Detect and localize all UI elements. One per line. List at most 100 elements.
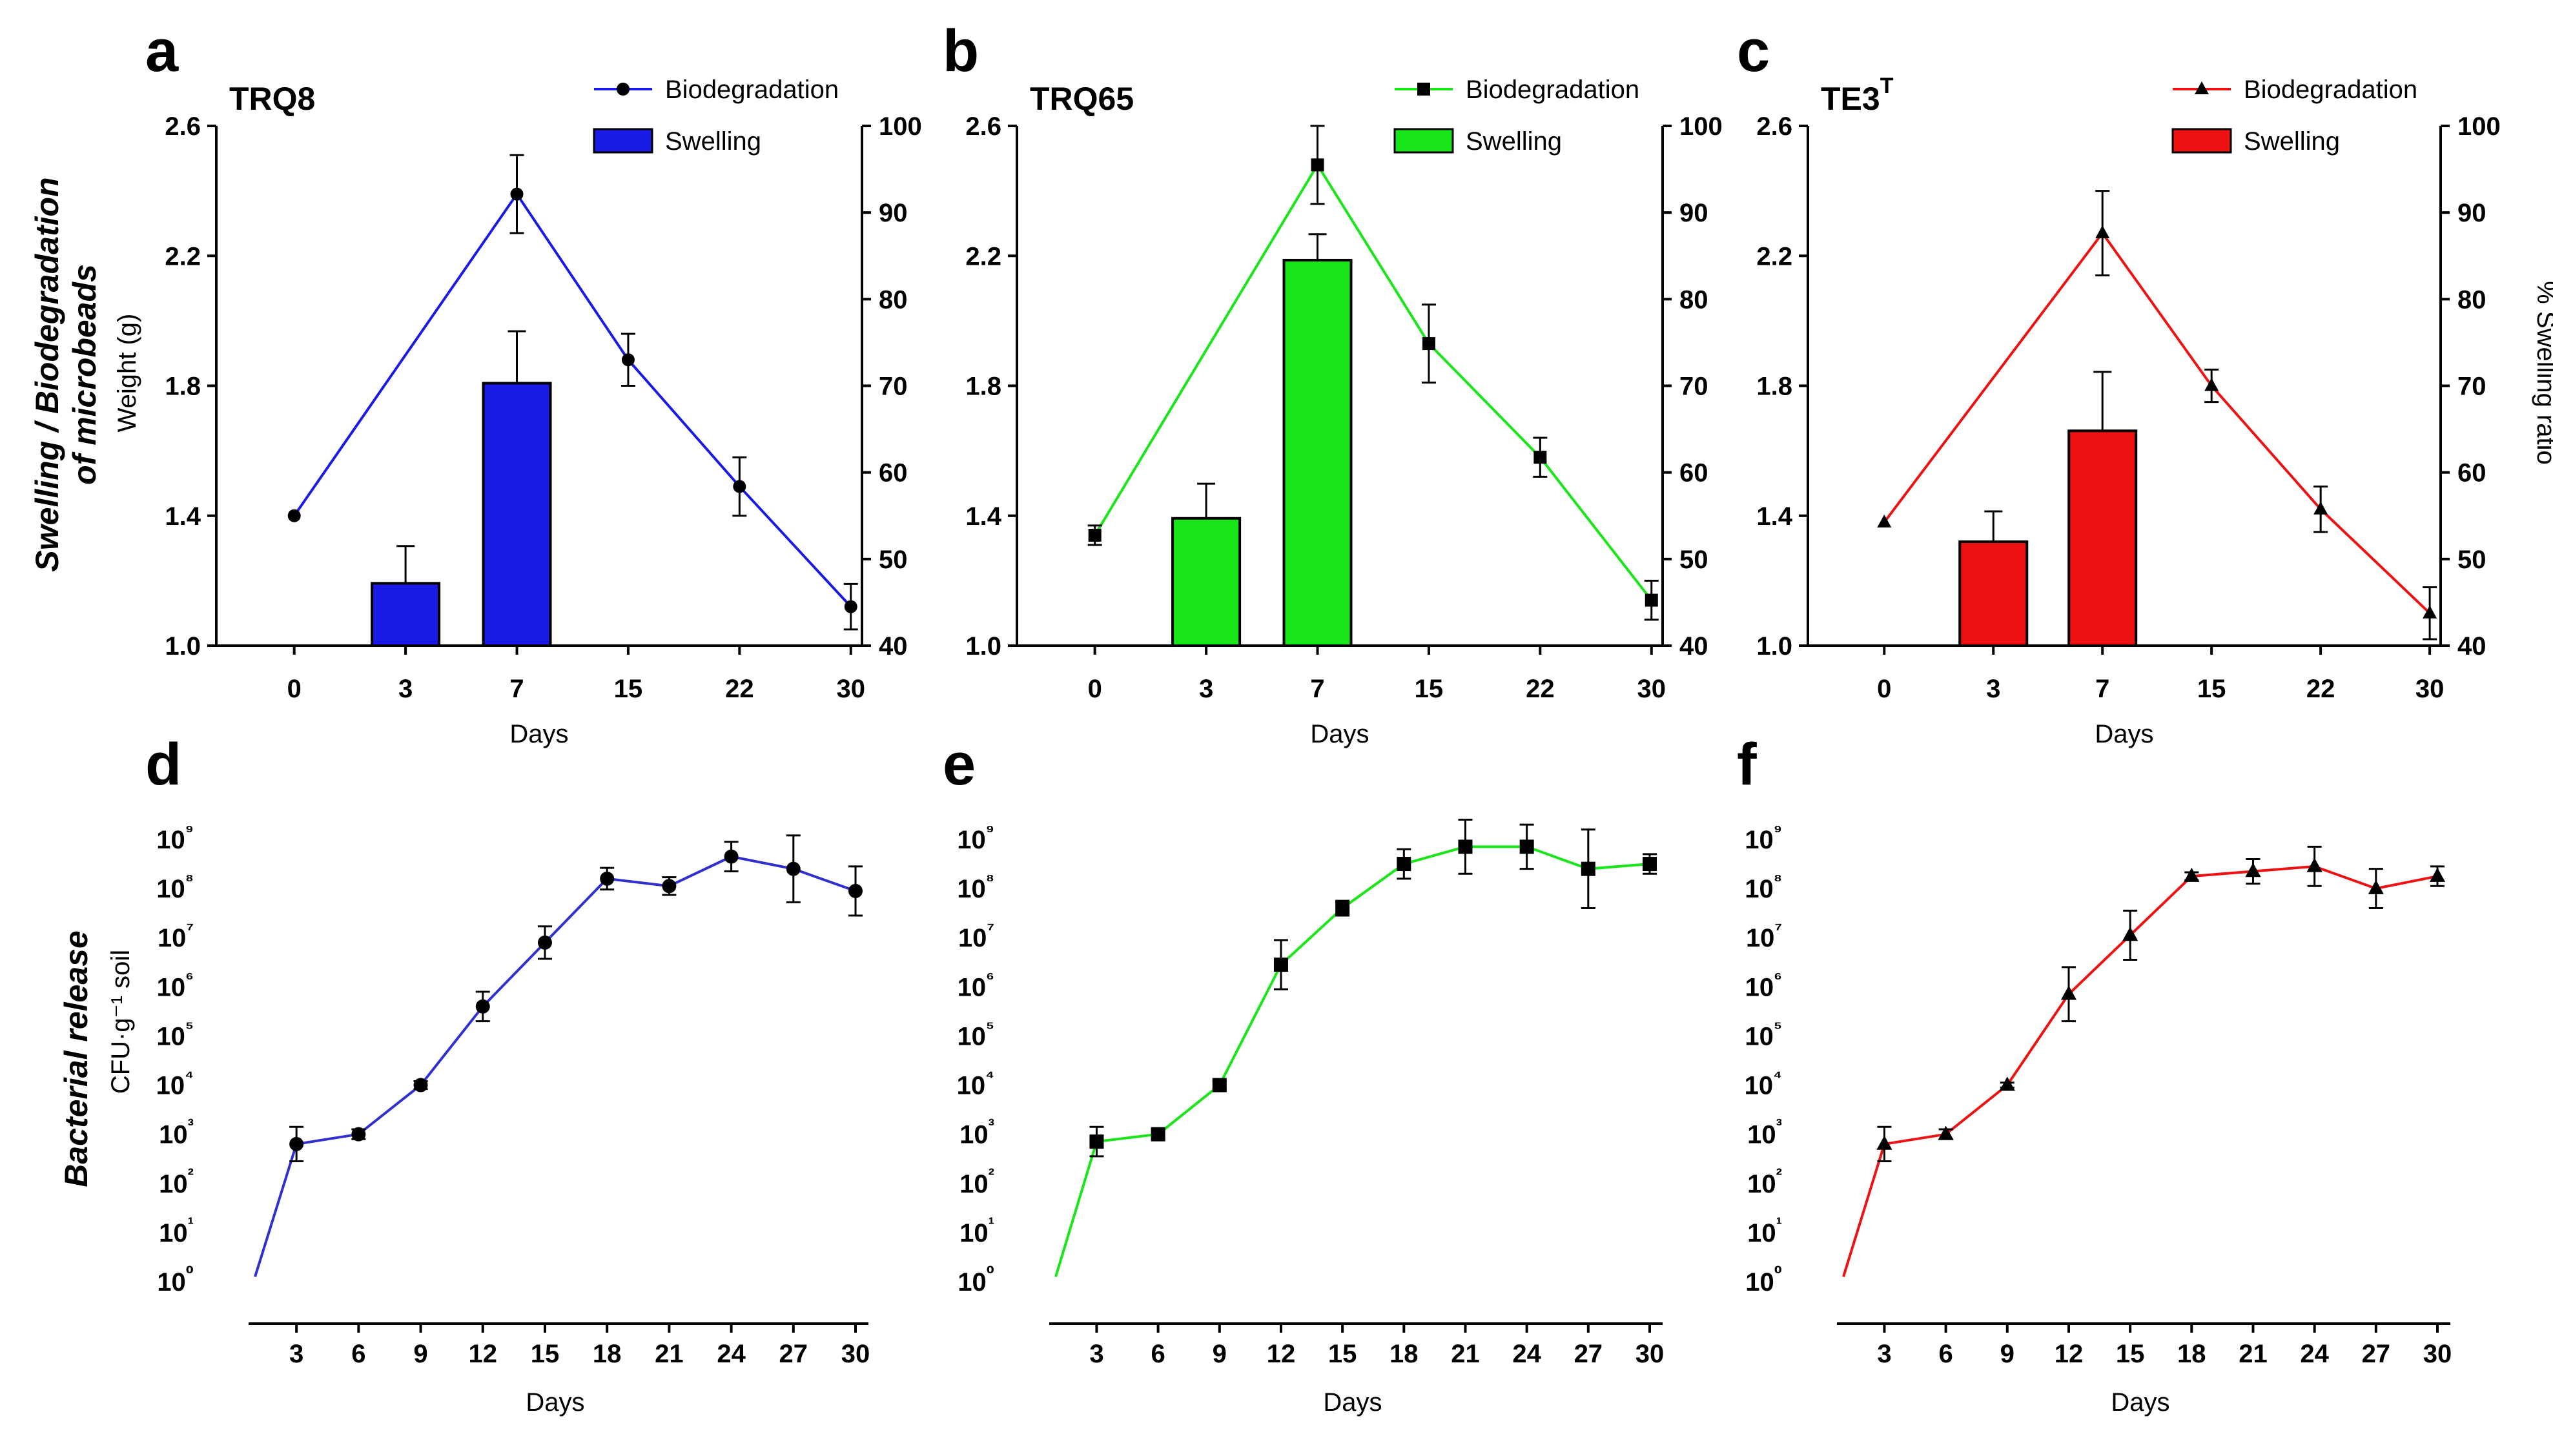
right-tick-label: 90 — [879, 199, 908, 227]
swelling-bar — [1282, 258, 1353, 648]
panel-title: TE3T — [1821, 74, 1894, 117]
legend-bar-swatch — [593, 128, 653, 154]
legend-bar-swatch — [2171, 128, 2232, 154]
y-tick-exponent: ⁸ — [1774, 870, 1782, 890]
x-axis-title: Days — [1323, 1388, 1382, 1417]
y-tick-exponent: ⁸ — [986, 870, 994, 890]
cfu-point — [1212, 1078, 1227, 1092]
legend-label-biodegradation: Biodegradation — [665, 76, 839, 104]
y-tick-label: 10⁷ — [158, 919, 194, 952]
x-tick-label: 27 — [1574, 1340, 1603, 1368]
cfu-line — [1054, 845, 1650, 1277]
panel-title: TRQ8 — [229, 81, 315, 117]
right-tick-label: 100 — [2457, 112, 2501, 141]
y-tick-label: 10⁷ — [1746, 919, 1782, 952]
x-tick-label: 30 — [837, 675, 866, 703]
y-tick-label: 10⁰ — [958, 1263, 994, 1297]
y-tick-exponent: ⁹ — [986, 821, 994, 841]
cfu-point — [475, 999, 490, 1014]
y-tick-exponent: ⁵ — [986, 1017, 994, 1037]
y-tick-label: 10⁰ — [157, 1263, 194, 1297]
biodegradation-point — [1533, 451, 1547, 464]
y-tick-exponent: ³ — [989, 1116, 994, 1136]
biodegradation-point — [287, 509, 301, 522]
x-tick-label: 15 — [2197, 675, 2226, 703]
x-tick-label: 24 — [717, 1340, 746, 1368]
x-tick-label: 30 — [2423, 1340, 2452, 1368]
left-tick-label: 1.0 — [1756, 632, 1792, 661]
legend-label-biodegradation: Biodegradation — [2244, 76, 2417, 104]
x-tick-label: 30 — [1637, 675, 1666, 703]
y-tick-exponent: ⁶ — [1774, 968, 1782, 988]
right-tick-label: 90 — [2457, 199, 2486, 227]
right-tick-label: 70 — [879, 373, 908, 401]
right-tick-label: 70 — [2457, 373, 2486, 401]
left-tick-label: 1.8 — [965, 373, 1001, 401]
x-tick-label: 6 — [1151, 1340, 1165, 1368]
left-tick-label: 1.8 — [165, 373, 201, 401]
cfu-point — [2306, 857, 2322, 872]
cfu-point — [1519, 839, 1534, 854]
x-tick-label: 24 — [2300, 1340, 2329, 1368]
x-tick-label: 3 — [289, 1340, 303, 1368]
left-tick-label: 1.8 — [1756, 373, 1792, 401]
y-tick-exponent: ⁸ — [185, 870, 194, 890]
x-tick-label: 3 — [1089, 1340, 1103, 1368]
cfu-point — [1458, 839, 1473, 854]
y-tick-exponent: ⁶ — [185, 968, 194, 988]
cfu-point — [1938, 1125, 1954, 1140]
biodegradation-point — [621, 353, 635, 367]
right-tick-label: 80 — [2457, 285, 2486, 314]
y-tick-label: 10² — [959, 1165, 994, 1198]
y-tick-exponent: ⁴ — [1773, 1067, 1782, 1087]
left-tick-label: 1.0 — [165, 632, 201, 661]
panel-f: f 10⁰ 10¹ 10² 10³ 10⁴ 10⁵ 10⁶ 10⁷ 10⁸ 10⁹ 3 6 9 12 15 18… — [1737, 732, 2452, 1417]
x-tick-label: 7 — [1310, 675, 1324, 703]
cfu-point — [289, 1136, 304, 1151]
swelling-bar — [482, 382, 552, 647]
cfu-point — [2245, 863, 2261, 877]
right-tick-label: 40 — [2457, 632, 2486, 661]
x-tick-label: 15 — [614, 675, 643, 703]
x-tick-label: 24 — [1512, 1340, 1541, 1368]
cfu-point — [413, 1078, 428, 1092]
biodegradation-point — [1311, 158, 1324, 172]
cfu-point — [351, 1127, 366, 1142]
y-tick-exponent: ² — [989, 1165, 994, 1185]
cfu-point — [1397, 857, 1411, 872]
x-tick-label: 9 — [1213, 1340, 1227, 1368]
y-tick-label: 10⁴ — [957, 1067, 994, 1100]
legend-line-marker — [1417, 83, 1430, 96]
x-axis-title: Days — [2111, 1388, 2169, 1417]
x-tick-label: 7 — [2095, 675, 2109, 703]
panel-letter: a — [145, 18, 179, 84]
x-tick-label: 22 — [2306, 675, 2335, 703]
right-tick-label: 80 — [1679, 285, 1708, 314]
cfu-point — [1151, 1127, 1165, 1142]
right-tick-label: 80 — [879, 285, 908, 314]
biodegradation-line — [293, 192, 852, 608]
right-tick-label: 50 — [1679, 546, 1708, 574]
cfu-point — [2184, 867, 2200, 882]
y-tick-label: 10⁵ — [1745, 1017, 1782, 1051]
cfu-point — [1876, 1135, 1892, 1150]
biodegradation-point — [1645, 593, 1658, 607]
panel-letter: b — [943, 18, 979, 84]
panel-title: TRQ65 — [1030, 81, 1134, 117]
x-tick-label: 12 — [469, 1340, 498, 1368]
y-tick-label: 10⁶ — [958, 968, 994, 1001]
x-tick-label: 12 — [2055, 1340, 2084, 1368]
legend-bar-swatch — [1393, 128, 1454, 154]
legend-line-marker — [617, 83, 630, 96]
cfu-point — [1273, 958, 1288, 972]
x-tick-label: 18 — [2177, 1340, 2206, 1368]
biodegradation-point — [510, 187, 524, 201]
panel-d: d 10⁰ 10¹ 10² 10³ 10⁴ 10⁵ 10⁶ 10⁷ 10⁸ 10⁹ 3 6 9 12 15 18… — [107, 732, 870, 1417]
y-axis-title: CFU·g⁻¹ soil — [107, 950, 135, 1094]
y-tick-exponent: ⁷ — [1774, 919, 1782, 939]
right-tick-label: 60 — [879, 459, 908, 487]
cfu-point — [2122, 927, 2138, 941]
left-tick-label: 2.6 — [965, 112, 1001, 141]
y-tick-exponent: ¹ — [1776, 1214, 1782, 1234]
